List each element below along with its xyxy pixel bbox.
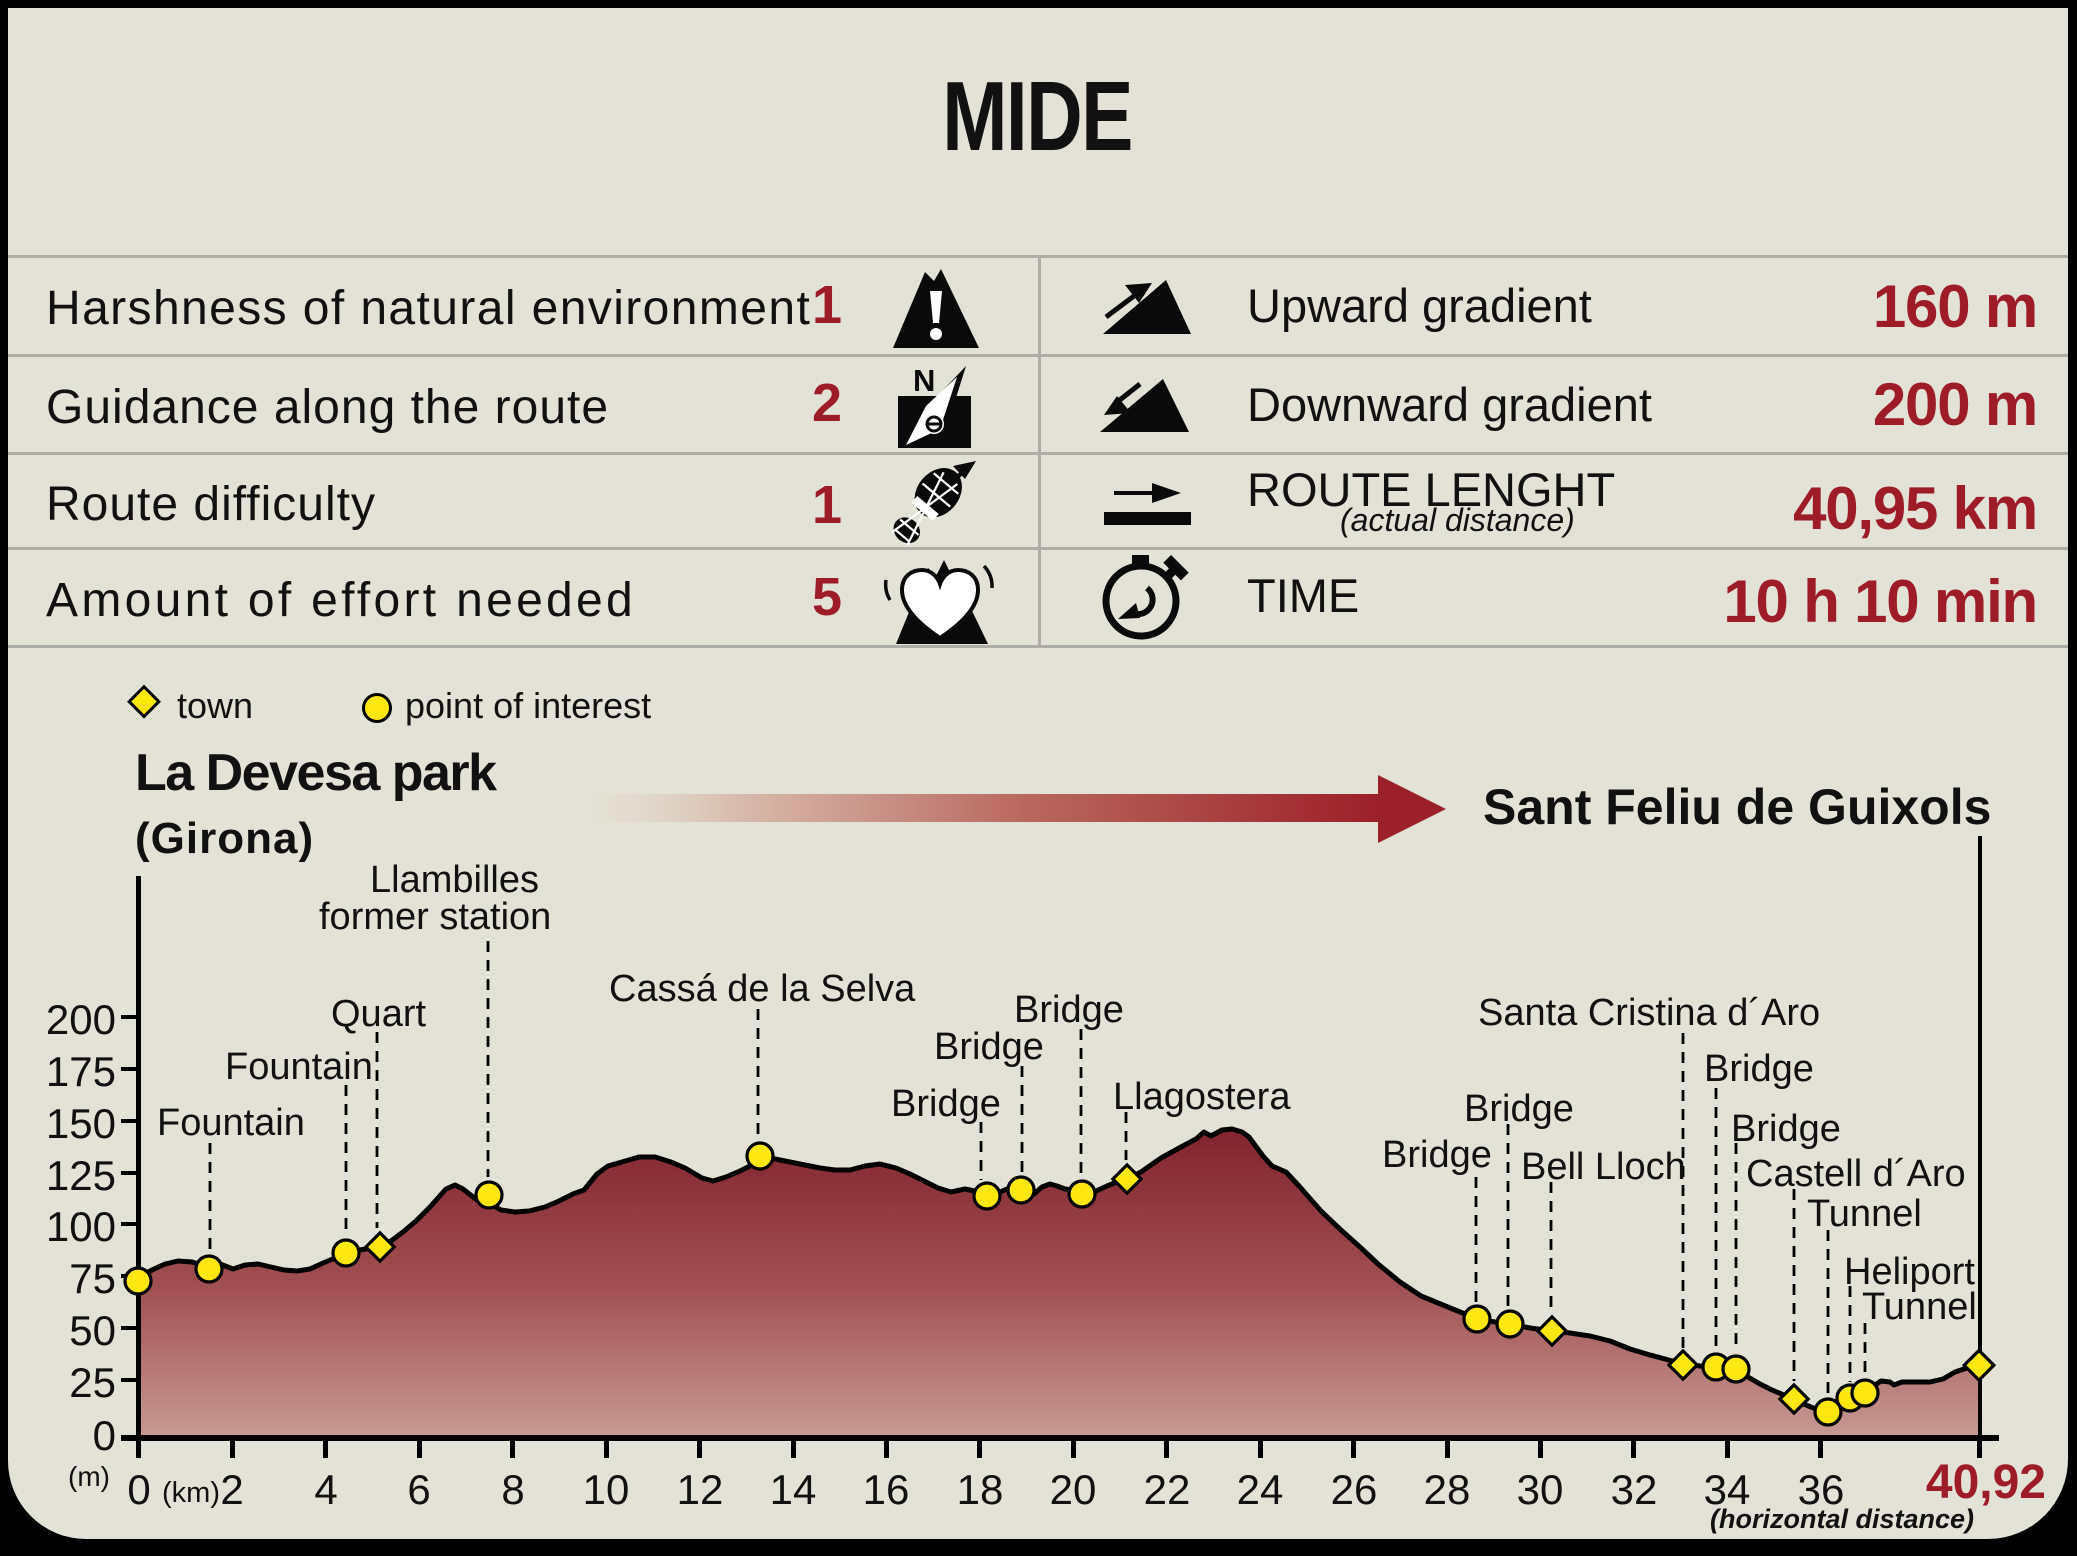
svg-text:N: N xyxy=(913,363,935,398)
